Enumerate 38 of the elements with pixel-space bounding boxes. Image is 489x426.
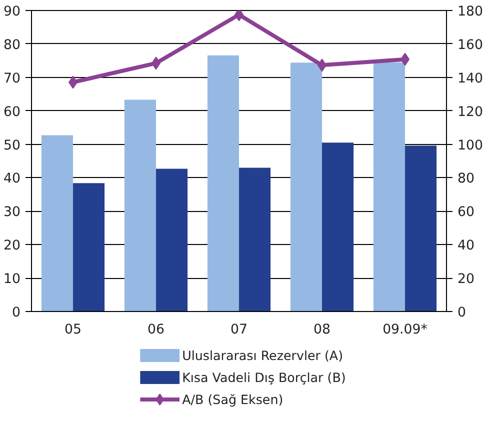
x-tick-label: 05 (64, 322, 82, 338)
y-tick-label: 80 (4, 38, 21, 53)
y-tick-label: 30 (4, 205, 21, 220)
x-tick-label: 08 (314, 322, 330, 338)
bar (73, 183, 105, 312)
y2-tick-label: 140 (458, 71, 483, 86)
bar (290, 62, 322, 312)
bar (322, 142, 354, 312)
y2-tick-label: 60 (458, 205, 474, 220)
x-tick-label: 09.09* (382, 322, 428, 338)
bar (405, 146, 437, 312)
y2-tick-label: 80 (458, 172, 474, 187)
y-tick-label: 50 (4, 138, 21, 154)
y-tick-label: 10 (4, 272, 21, 288)
legend-label: A/B (Sağ Eksen) (182, 392, 284, 407)
y2-tick-label: 160 (458, 38, 483, 53)
legend-label: Kısa Vadeli Dış Borçlar (B) (182, 370, 346, 385)
y2-tick-label: 120 (458, 104, 483, 120)
y2-tick-label: 40 (458, 238, 474, 254)
y-tick-label: 0 (12, 306, 21, 320)
x-tick-label: 07 (230, 322, 248, 338)
bar (156, 168, 188, 312)
bar (239, 168, 271, 312)
legend-label: Uluslararası Rezervler (A) (182, 348, 344, 363)
y-tick-label: 20 (4, 238, 21, 254)
y-tick-label: 90 (4, 4, 21, 20)
bar (373, 62, 405, 312)
y2-tick-label: 100 (458, 138, 483, 154)
y-tick-label: 40 (4, 172, 21, 187)
y2-tick-label: 20 (458, 272, 474, 288)
bar (207, 55, 239, 312)
x-tick-label: 06 (148, 322, 164, 338)
bar (41, 135, 73, 312)
y2-tick-label: 180 (458, 4, 483, 20)
y-tick-label: 60 (4, 104, 21, 120)
y-tick-label: 70 (4, 71, 21, 86)
bar (124, 100, 156, 312)
y2-tick-label: 0 (458, 306, 466, 320)
